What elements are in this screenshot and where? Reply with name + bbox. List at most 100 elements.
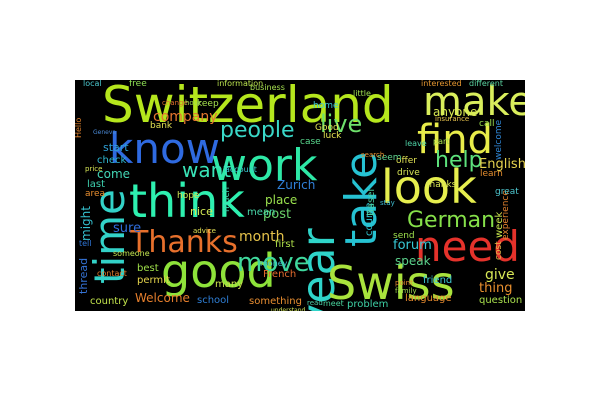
word-need: need	[415, 222, 520, 271]
word-call: call	[479, 119, 495, 129]
word-permit: permit	[137, 275, 170, 286]
word-great: great	[495, 187, 519, 197]
word-much: much	[222, 186, 232, 212]
word-make: make	[423, 80, 525, 125]
word-advice: advice	[193, 227, 216, 235]
word-come: come	[97, 167, 131, 181]
word-keep: keep	[197, 99, 219, 109]
word-thanks: Thanks	[130, 225, 238, 260]
word-local: local	[83, 80, 102, 88]
word-free: free	[129, 80, 147, 89]
word-give: give	[485, 267, 515, 283]
word-welcome: Welcome	[135, 291, 190, 305]
word-bank: bank	[150, 121, 173, 131]
word-information: information	[217, 80, 264, 88]
word-might: might	[79, 206, 93, 242]
word-thing: thing	[479, 281, 513, 296]
word-hope: hope	[177, 191, 200, 201]
word-french: French	[263, 269, 297, 280]
word-cost: cost	[494, 241, 504, 260]
word-understand: understand	[271, 307, 306, 312]
word-welcome: welcome	[494, 119, 504, 160]
word-basel: Basel	[366, 188, 377, 216]
word-change: change	[162, 99, 188, 107]
word-live: live	[320, 110, 363, 138]
word-price: price	[85, 165, 103, 173]
word-know: know	[109, 124, 220, 173]
word-send: send	[393, 231, 415, 241]
word-language: language	[405, 293, 452, 304]
word-area: area	[85, 189, 106, 199]
word-mean: mean	[247, 207, 276, 218]
word-hello: Hello	[75, 117, 83, 138]
word-family: family	[395, 287, 417, 295]
word-last: last	[87, 179, 106, 190]
word-home: home	[313, 101, 339, 111]
word-school: school	[197, 295, 230, 306]
word-many: many	[215, 279, 244, 290]
word-case: case	[300, 137, 321, 147]
word-thread: thread	[77, 258, 90, 295]
word-luck: luck	[323, 131, 342, 141]
word-business: business	[250, 83, 285, 92]
word-place: place	[265, 193, 298, 207]
word-drive: drive	[397, 168, 420, 178]
word-insurance: insurance	[435, 115, 470, 123]
word-month: month	[239, 229, 285, 245]
word-people: people	[220, 118, 295, 143]
word-something: something	[249, 296, 302, 307]
word-money: money	[260, 259, 288, 268]
word-start: start	[103, 141, 129, 154]
word-tell: tell	[79, 239, 92, 248]
word-good: Good	[315, 123, 339, 133]
word-point: point	[395, 279, 413, 287]
word-part: part	[433, 137, 450, 146]
word-best: best	[137, 263, 159, 274]
word-first: first	[275, 239, 295, 250]
word-question: question	[479, 295, 523, 306]
word-search: search	[361, 151, 385, 159]
word-friend: friend	[423, 275, 453, 286]
word-someone: someone	[113, 249, 150, 258]
word-contact: contact	[97, 269, 127, 278]
word-learn: learn	[480, 169, 503, 179]
word-hour: hour	[185, 99, 202, 107]
word-leave: leave	[405, 139, 427, 148]
word-help: help	[435, 148, 483, 173]
word-geneva: Geneva	[93, 129, 117, 136]
word-good: good	[161, 244, 276, 298]
word-german: German	[407, 208, 496, 233]
word-swiss: Swiss	[327, 256, 455, 310]
word-find: find	[417, 117, 493, 163]
word-forum: forum	[393, 238, 432, 253]
word-meet: meet	[323, 299, 344, 308]
word-interested: interested	[421, 80, 462, 88]
word-think: think	[129, 174, 245, 228]
word-experience: experience	[501, 189, 511, 240]
word-move: move	[237, 248, 310, 278]
word-check: check	[97, 155, 127, 166]
word-nice: nice	[190, 205, 213, 218]
word-problem: problem	[347, 299, 389, 310]
word-speak: speak	[395, 254, 431, 268]
word-sure: sure	[113, 221, 142, 236]
word-anyone: anyone	[433, 105, 478, 119]
word-little: little	[353, 89, 371, 98]
word-seem: seem	[377, 153, 402, 163]
word-cloud: Switzerland make find know work take think look…	[75, 80, 525, 311]
word-english: English	[479, 157, 525, 172]
word-want: want	[182, 158, 232, 182]
word-offer: offer	[396, 156, 417, 166]
word-look: look	[381, 160, 477, 214]
word-thanks: thanks	[426, 180, 457, 190]
word-zurich: Zurich	[277, 178, 316, 192]
word-post: post	[263, 207, 292, 222]
word-work: work	[211, 140, 318, 191]
word-company: company	[153, 109, 218, 125]
word-different: different	[469, 80, 503, 88]
word-stay: stay	[380, 199, 395, 207]
word-account: account	[225, 165, 257, 174]
word-take: take	[336, 151, 387, 247]
word-country: country	[90, 296, 129, 307]
